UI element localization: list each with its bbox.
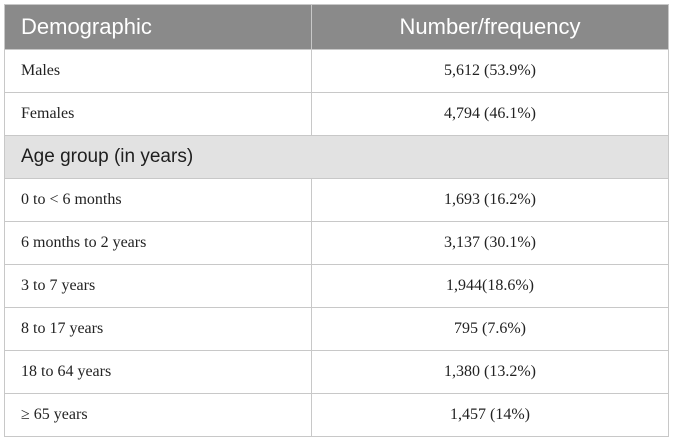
- row-value: 1,693 (16.2%): [311, 178, 669, 222]
- table-row: ≥ 65 years 1,457 (14%): [4, 393, 669, 437]
- row-value: 795 (7.6%): [311, 307, 669, 351]
- header-demographic: Demographic: [4, 4, 312, 50]
- table-row: 6 months to 2 years 3,137 (30.1%): [4, 221, 669, 265]
- section-row: Age group (in years): [4, 135, 669, 179]
- row-label: 0 to < 6 months: [4, 178, 312, 222]
- table-row: 0 to < 6 months 1,693 (16.2%): [4, 178, 669, 222]
- row-value: 1,457 (14%): [311, 393, 669, 437]
- table-row: Males 5,612 (53.9%): [4, 49, 669, 93]
- demographics-table-container: Demographic Number/frequency Males 5,612…: [4, 4, 669, 437]
- table-row: Females 4,794 (46.1%): [4, 92, 669, 136]
- row-label: Males: [4, 49, 312, 93]
- row-value: 5,612 (53.9%): [311, 49, 669, 93]
- table-row: 3 to 7 years 1,944(18.6%): [4, 264, 669, 308]
- row-value: 1,380 (13.2%): [311, 350, 669, 394]
- demographics-table: Demographic Number/frequency Males 5,612…: [4, 4, 669, 437]
- row-label: 18 to 64 years: [4, 350, 312, 394]
- section-title-age-group: Age group (in years): [4, 135, 669, 179]
- row-label: 6 months to 2 years: [4, 221, 312, 265]
- row-label: 3 to 7 years: [4, 264, 312, 308]
- header-row: Demographic Number/frequency: [4, 4, 669, 50]
- row-value: 3,137 (30.1%): [311, 221, 669, 265]
- table-row: 18 to 64 years 1,380 (13.2%): [4, 350, 669, 394]
- row-label: Females: [4, 92, 312, 136]
- table-row: 8 to 17 years 795 (7.6%): [4, 307, 669, 351]
- row-label: 8 to 17 years: [4, 307, 312, 351]
- header-number-frequency: Number/frequency: [311, 4, 669, 50]
- row-value: 1,944(18.6%): [311, 264, 669, 308]
- row-label: ≥ 65 years: [4, 393, 312, 437]
- row-value: 4,794 (46.1%): [311, 92, 669, 136]
